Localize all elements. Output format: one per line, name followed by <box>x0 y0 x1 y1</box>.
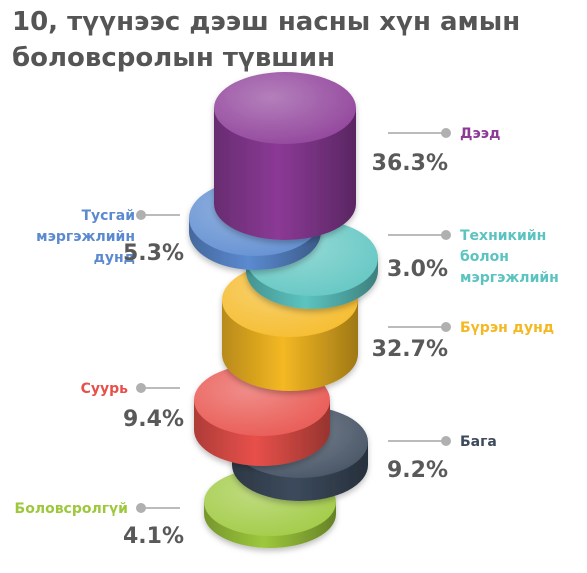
series-7-category-label-line: Боловсролгүй <box>15 501 128 517</box>
series-2-category-label-line: Тусгай <box>81 208 135 224</box>
series-1-marker-dot <box>441 128 451 138</box>
series-6-label-group: Бага 9.2% <box>387 434 497 483</box>
series-6-category-label: Бага <box>460 434 497 450</box>
cylinder-1-side <box>214 108 356 240</box>
series-6-marker-dot <box>441 436 451 446</box>
series-5-category-label: Суурь <box>81 381 129 397</box>
chart-title-line-2: боловсролын түвшин <box>12 43 336 73</box>
series-5-category-label-line: Суурь <box>81 381 129 397</box>
series-7-category-label: Боловсролгүй <box>15 501 128 517</box>
series-2-category-label-line: дунд <box>94 250 135 266</box>
series-2-category-label: Тусгай мэргэжлийн дунд <box>36 208 135 266</box>
series-4-marker-dot <box>441 322 451 332</box>
series-3-category-label-line: болон <box>460 249 509 265</box>
chart-title-line-1: 10, түүнээс дээш насны хүн амын <box>12 7 521 37</box>
series-6-category-label-line: Бага <box>460 434 497 450</box>
series-7-marker-dot <box>136 503 146 513</box>
series-2-category-label-line: мэргэжлийн <box>36 229 135 245</box>
series-3-category-label-line: Техникийн <box>460 228 546 244</box>
series-3-label-group: Техникийн болон мэргэжлийн 3.0% <box>387 228 559 286</box>
series-6-value-label: 9.2% <box>387 458 448 483</box>
series-7-value-label: 4.1% <box>123 524 184 549</box>
series-2-value-label: 5.3% <box>123 241 184 266</box>
series-5-label-group: Суурь 9.4% <box>81 381 184 432</box>
series-1-category-label-line: Дээд <box>460 126 500 142</box>
chart-title: 10, түүнээс дээш насны хүн амын боловсро… <box>12 4 572 76</box>
series-4-label-group: Бүрэн дунд 32.7% <box>372 320 554 362</box>
series-3-value-label: 3.0% <box>387 257 448 282</box>
series-3-category-label: Техникийн болон мэргэжлийн <box>460 228 559 286</box>
series-5-marker-dot <box>136 383 146 393</box>
cylinder-1-top <box>214 72 356 144</box>
series-4-value-label: 32.7% <box>372 337 448 362</box>
cylinder-1 <box>214 72 356 240</box>
series-5-value-label: 9.4% <box>123 407 184 432</box>
series-1-value-label: 36.3% <box>372 151 448 176</box>
series-1-category-label: Дээд <box>460 126 500 142</box>
series-4-category-label: Бүрэн дунд <box>460 320 554 336</box>
series-7-label-group: Боловсролгүй 4.1% <box>15 501 184 549</box>
series-3-category-label-line: мэргэжлийн <box>460 270 559 286</box>
series-2-marker-dot <box>136 210 146 220</box>
series-4-category-label-line: Бүрэн дунд <box>460 320 554 336</box>
series-3-marker-dot <box>441 230 451 240</box>
series-1-label-group: Дээд 36.3% <box>372 126 501 176</box>
